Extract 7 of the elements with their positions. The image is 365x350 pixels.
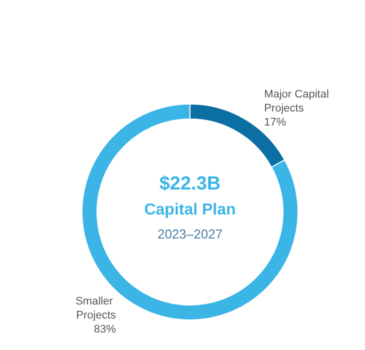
slice-label: Smaller Projects — [76, 295, 116, 322]
text: Capital Plan — [144, 202, 236, 218]
data-label: 83% — [94, 323, 116, 336]
data-label: 17% — [264, 116, 286, 129]
text: 2023–2027 — [157, 226, 223, 242]
text: $22.3B — [159, 174, 221, 194]
slice-label: Major Capital Projects — [264, 88, 332, 115]
